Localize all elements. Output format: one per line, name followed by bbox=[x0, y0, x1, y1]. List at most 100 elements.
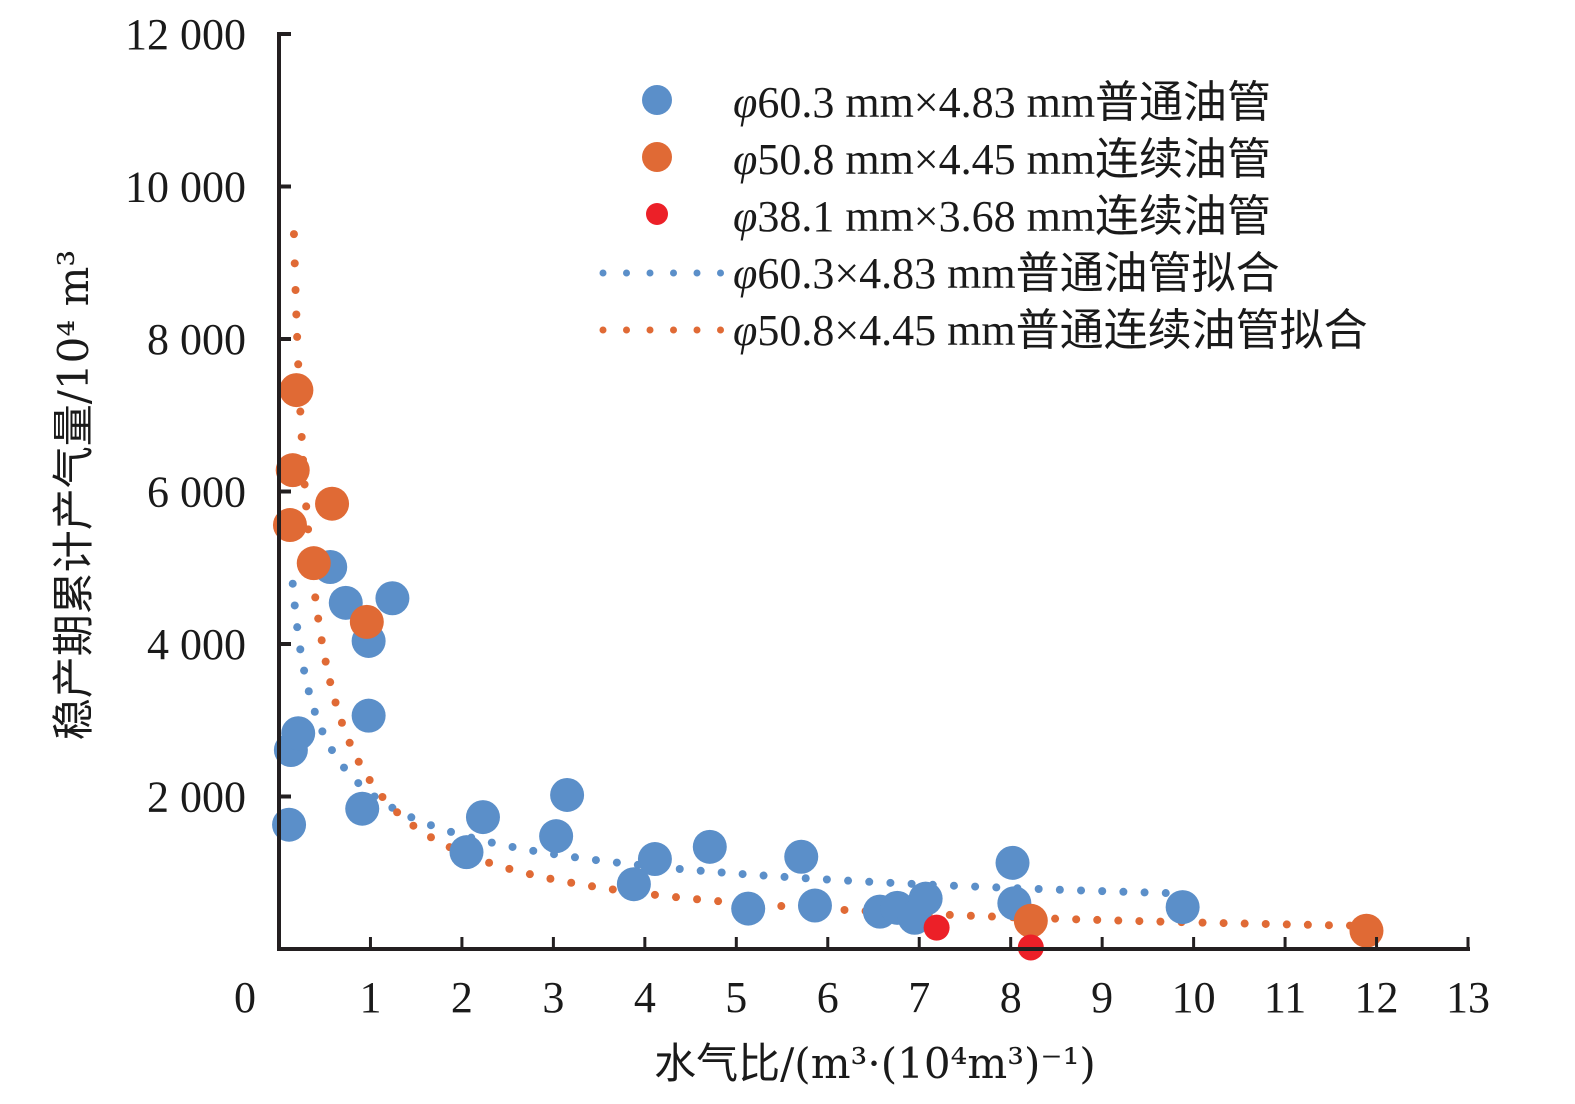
y-tick-label-2000: 2 000 bbox=[147, 773, 246, 822]
data-point-series1-4 bbox=[296, 546, 331, 581]
data-point-series0-12 bbox=[550, 777, 585, 812]
fit-dot bbox=[1303, 920, 1312, 929]
fit-dot bbox=[409, 821, 418, 830]
fit-dot bbox=[407, 813, 416, 822]
legend-marker-dot bbox=[670, 269, 677, 277]
data-point-series1-2 bbox=[272, 508, 307, 543]
fit-dot bbox=[296, 645, 305, 654]
legend-item-0: φ60.3 mm×4.83 mm普通油管 bbox=[642, 78, 1271, 127]
fit-dot bbox=[567, 878, 576, 887]
fit-dot bbox=[337, 718, 346, 727]
fit-dot bbox=[378, 792, 387, 801]
fit-dot bbox=[304, 687, 313, 696]
data-point-series0-17 bbox=[784, 839, 819, 874]
fit-dot bbox=[508, 842, 517, 851]
fit-dot bbox=[1077, 886, 1086, 895]
fit-dot bbox=[1156, 917, 1165, 926]
fit-dot bbox=[426, 833, 435, 842]
fit-dot bbox=[365, 776, 374, 785]
fit-dot bbox=[447, 827, 456, 836]
fit-dot bbox=[608, 885, 617, 894]
fit-dot bbox=[326, 678, 335, 687]
data-points bbox=[272, 373, 1384, 961]
fit-dot bbox=[297, 432, 306, 441]
fit-dot bbox=[840, 905, 849, 914]
fit-dot bbox=[290, 601, 299, 610]
fit-dot bbox=[294, 360, 303, 369]
fit-dot bbox=[777, 902, 786, 911]
x-tick-label-11: 11 bbox=[1264, 973, 1306, 1022]
y-tick-label-8000: 8 000 bbox=[147, 315, 246, 364]
x-tick-label-2: 2 bbox=[451, 973, 473, 1022]
legend-marker-dot bbox=[646, 326, 654, 334]
data-point-series0-25 bbox=[1165, 890, 1200, 925]
data-point-series0-9 bbox=[449, 835, 484, 870]
fit-dot bbox=[288, 579, 297, 588]
fit-dot bbox=[291, 286, 300, 295]
x-tick-label-5: 5 bbox=[725, 973, 747, 1022]
fit-dot bbox=[865, 877, 874, 886]
fit-dot bbox=[289, 230, 298, 239]
fit-dot bbox=[1161, 889, 1170, 898]
fit-dot bbox=[354, 779, 363, 788]
fit-dot bbox=[345, 738, 354, 747]
fit-dot bbox=[293, 623, 302, 632]
fit-dot bbox=[801, 874, 810, 883]
fit-line-0 bbox=[288, 579, 1170, 898]
data-point-series1-0 bbox=[279, 373, 314, 408]
fit-dot bbox=[992, 883, 1001, 892]
fit-dot bbox=[612, 858, 621, 867]
legend-label-1: φ50.8 mm×4.45 mm连续油管 bbox=[733, 135, 1271, 184]
fit-dot bbox=[317, 636, 326, 645]
fit-dot bbox=[321, 657, 330, 666]
legend-label-2: φ38.1 mm×3.68 mm连续油管 bbox=[733, 192, 1271, 241]
data-point-series0-13 bbox=[616, 867, 651, 902]
fit-dot bbox=[1119, 887, 1128, 896]
data-point-series0-7 bbox=[345, 791, 380, 826]
fit-dot bbox=[331, 698, 340, 707]
fit-dot bbox=[1198, 918, 1207, 927]
y-tick-label-12000: 12 000 bbox=[125, 10, 246, 59]
x-axis-title: 水气比/(m³·(10⁴m³)⁻¹) bbox=[654, 1039, 1096, 1088]
data-point-series0-2 bbox=[281, 716, 316, 751]
fit-dot bbox=[310, 707, 319, 716]
legend-marker-2 bbox=[646, 203, 668, 225]
fit-dot bbox=[1282, 920, 1291, 929]
fit-dot bbox=[354, 757, 363, 766]
fit-dot bbox=[1261, 919, 1270, 928]
legend: φ60.3 mm×4.83 mm普通油管 φ50.8 mm×4.45 mm连续油管… bbox=[599, 78, 1368, 355]
fit-dot bbox=[1324, 921, 1333, 930]
fit-dot bbox=[290, 259, 299, 268]
data-point-series1-3 bbox=[315, 486, 350, 521]
legend-label-3: φ60.3×4.83 mm普通油管拟合 bbox=[733, 249, 1280, 298]
fit-dot bbox=[529, 846, 538, 855]
x-tick-label-13: 13 bbox=[1446, 973, 1490, 1022]
fit-dot bbox=[987, 912, 996, 921]
legend-label-0: φ60.3 mm×4.83 mm普通油管 bbox=[733, 78, 1271, 127]
data-point-series1-5 bbox=[349, 604, 384, 639]
fit-dot bbox=[588, 882, 597, 891]
fit-dot bbox=[311, 593, 320, 602]
x-tick-label-7: 7 bbox=[908, 973, 930, 1022]
legend-marker-dot bbox=[599, 269, 607, 277]
data-point-series0-16 bbox=[731, 891, 766, 926]
data-point-series0-8 bbox=[375, 581, 410, 616]
y-tick-label-0: 0 bbox=[234, 973, 256, 1022]
legend-marker-dot bbox=[623, 269, 630, 277]
fit-dot bbox=[300, 666, 309, 675]
fit-dot bbox=[971, 882, 980, 891]
data-point-series0-14 bbox=[637, 842, 672, 877]
data-point-series0-6 bbox=[351, 698, 386, 733]
x-tick-label-10: 10 bbox=[1172, 973, 1216, 1022]
data-point-series1-1 bbox=[275, 453, 310, 488]
fit-dot bbox=[296, 407, 305, 416]
x-tick-label-12: 12 bbox=[1355, 973, 1399, 1022]
legend-marker-1 bbox=[642, 142, 672, 172]
legend-marker-dot bbox=[693, 269, 701, 277]
fit-dot bbox=[293, 332, 302, 341]
legend-label-4: φ50.8×4.45 mm普通连续油管拟合 bbox=[733, 306, 1368, 355]
fit-dot bbox=[505, 864, 514, 873]
fit-dot bbox=[591, 856, 600, 865]
x-ticks: 1 2 3 4 5 6 7 8 9 10 11 12 13 bbox=[359, 937, 1490, 1022]
